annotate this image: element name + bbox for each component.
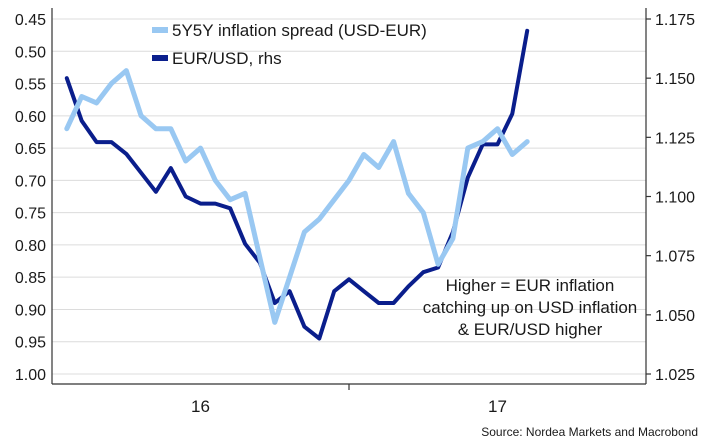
left-tick-label: 0.45	[15, 12, 46, 29]
right-tick-label: 1.100	[655, 190, 695, 207]
x-tick-label: 17	[488, 397, 507, 416]
legend-label-spread: 5Y5Y inflation spread (USD-EUR)	[172, 21, 427, 40]
right-tick-label: 1.150	[655, 71, 695, 88]
left-tick-label: 0.50	[15, 44, 46, 61]
annotation: Higher = EUR inflation catching up on US…	[423, 276, 638, 339]
right-tick-label: 1.050	[655, 308, 695, 325]
right-tick-label: 1.075	[655, 249, 695, 266]
left-tick-label: 0.75	[15, 206, 46, 223]
left-tick-label: 0.80	[15, 238, 46, 255]
right-tick-label: 1.175	[655, 12, 695, 29]
left-tick-label: 0.65	[15, 141, 46, 158]
legend: 5Y5Y inflation spread (USD-EUR) EUR/USD,…	[152, 21, 427, 68]
right-tick-label: 1.125	[655, 130, 695, 147]
x-tick-label: 16	[191, 397, 210, 416]
left-tick-labels: 0.45 0.50 0.55 0.60 0.65 0.70 0.75 0.80 0.85 0.90…	[15, 12, 46, 384]
left-tick-label: 0.95	[15, 335, 46, 352]
source-note: Source: Nordea Markets and Macrobond	[481, 425, 698, 439]
annotation-line-2: catching up on USD inflation	[423, 298, 638, 317]
legend-label-eurusd: EUR/USD, rhs	[172, 49, 282, 68]
x-tick-labels: 16 17	[191, 384, 507, 416]
annotation-line-1: Higher = EUR inflation	[446, 276, 615, 295]
left-tick-label: 1.00	[15, 367, 46, 384]
left-tick-label: 0.70	[15, 173, 46, 190]
series-line-inflation-spread	[64, 68, 530, 325]
series-lines	[64, 28, 530, 341]
annotation-line-3: & EUR/USD higher	[458, 320, 603, 339]
left-tick-label: 0.90	[15, 302, 46, 319]
right-tick-label: 1.025	[655, 367, 695, 384]
left-tick-label: 0.55	[15, 77, 46, 94]
left-tick-label: 0.60	[15, 109, 46, 126]
left-tick-label: 0.85	[15, 270, 46, 287]
right-tick-labels: 1.175 1.150 1.125 1.100 1.075 1.050 1.025	[646, 12, 695, 384]
